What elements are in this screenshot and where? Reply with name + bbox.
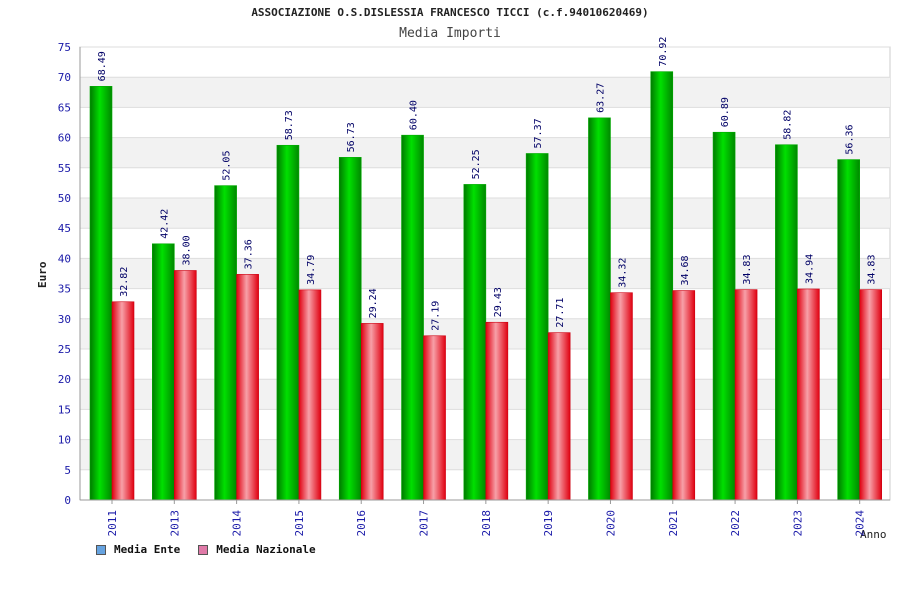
data-label-media-ente: 57.37 <box>533 118 544 148</box>
data-label-media-ente: 56.36 <box>845 124 856 154</box>
legend-item-media-nazionale: Media Nazionale <box>198 543 316 556</box>
bar-media-ente <box>712 131 736 501</box>
bar-media-ente <box>463 184 487 501</box>
y-tick-label: 25 <box>58 343 71 356</box>
bar-media-nazionale <box>859 289 882 501</box>
bar-media-nazionale <box>360 323 384 501</box>
x-tick-label: 2021 <box>667 510 680 537</box>
bar-media-ente <box>401 134 424 501</box>
bar-media-nazionale <box>298 289 322 501</box>
bar-media-nazionale <box>734 289 758 501</box>
y-tick-label: 15 <box>58 403 71 416</box>
y-tick-label: 35 <box>58 283 71 296</box>
grid-band <box>80 77 890 108</box>
bar-media-ente <box>525 153 549 501</box>
bar-media-nazionale <box>236 274 259 501</box>
y-tick-label: 30 <box>58 313 71 326</box>
x-tick-label: 2011 <box>106 510 119 537</box>
x-tick-label: 2018 <box>480 510 493 536</box>
data-label-media-ente: 60.40 <box>409 100 420 130</box>
data-label-media-nazionale: 29.43 <box>493 287 504 317</box>
data-label-media-nazionale: 34.79 <box>306 255 317 285</box>
legend-swatch-media-ente <box>96 544 106 555</box>
x-tick-label: 2024 <box>854 510 867 537</box>
x-tick-label: 2015 <box>293 510 306 537</box>
y-tick-label: 20 <box>58 373 71 386</box>
data-label-media-ente: 52.05 <box>222 151 233 181</box>
data-label-media-nazionale: 34.94 <box>804 254 815 284</box>
grid-band <box>80 137 890 168</box>
x-tick-label: 2022 <box>729 510 742 537</box>
y-tick-label: 75 <box>58 41 71 54</box>
data-label-media-nazionale: 34.83 <box>742 255 753 285</box>
x-tick-label: 2020 <box>604 510 617 537</box>
y-tick-label: 5 <box>64 464 71 477</box>
x-tick-label: 2019 <box>542 510 555 537</box>
legend-label-media-ente: Media Ente <box>114 543 181 556</box>
data-label-media-ente: 58.73 <box>284 110 295 140</box>
y-tick-label: 50 <box>58 192 71 205</box>
y-tick-label: 0 <box>64 494 71 507</box>
bar-media-ente <box>214 185 237 501</box>
data-label-media-ente: 63.27 <box>595 83 606 113</box>
data-label-media-nazionale: 38.00 <box>181 235 192 265</box>
legend: Media Ente Media Nazionale <box>96 543 316 556</box>
x-tick-label: 2013 <box>168 510 181 537</box>
x-tick-label: 2023 <box>791 510 804 537</box>
bar-media-ente <box>650 71 674 501</box>
bar-media-nazionale <box>797 288 820 501</box>
data-label-media-nazionale: 34.83 <box>867 255 878 285</box>
data-label-media-ente: 70.92 <box>658 37 669 67</box>
bar-media-ente <box>152 243 175 501</box>
y-tick-label: 70 <box>58 71 71 84</box>
bar-media-nazionale <box>672 290 696 501</box>
legend-item-media-ente: Media Ente <box>96 543 180 556</box>
data-label-media-ente: 52.25 <box>471 149 482 179</box>
y-tick-label: 40 <box>58 252 71 265</box>
bar-media-ente <box>775 144 798 501</box>
bar-media-nazionale <box>547 332 571 501</box>
y-tick-label: 10 <box>58 434 71 447</box>
data-label-media-nazionale: 27.19 <box>431 301 442 331</box>
data-label-media-nazionale: 32.82 <box>119 267 130 297</box>
legend-label-media-nazionale: Media Nazionale <box>216 543 316 556</box>
bar-media-ente <box>338 157 362 501</box>
data-label-media-ente: 42.42 <box>159 209 170 239</box>
chart-subtitle: Media Importi <box>399 26 501 41</box>
y-tick-label: 60 <box>58 132 71 145</box>
data-label-media-nazionale: 27.71 <box>555 298 566 328</box>
data-label-media-ente: 58.82 <box>782 110 793 140</box>
bar-media-nazionale <box>423 335 446 501</box>
chart-title: ASSOCIAZIONE O.S.DISLESSIA FRANCESCO TIC… <box>251 6 649 19</box>
bar-media-ente <box>837 159 860 501</box>
data-label-media-ente: 68.49 <box>97 51 108 81</box>
bar-media-ente <box>89 86 113 501</box>
data-label-media-ente: 60.89 <box>720 97 731 127</box>
data-label-media-nazionale: 34.32 <box>617 258 628 288</box>
bar-media-nazionale <box>111 301 135 501</box>
bar-media-ente <box>588 117 611 501</box>
data-label-media-nazionale: 34.68 <box>680 255 691 285</box>
bar-media-nazionale <box>174 270 197 501</box>
bar-media-nazionale <box>610 292 633 501</box>
y-tick-label: 55 <box>58 162 71 175</box>
data-label-media-nazionale: 29.24 <box>368 288 379 318</box>
y-tick-label: 65 <box>58 101 71 114</box>
x-axis-label: Anno <box>860 528 887 541</box>
x-tick-label: 2017 <box>418 510 431 537</box>
y-tick-label: 45 <box>58 222 71 235</box>
data-label-media-nazionale: 37.36 <box>244 239 255 269</box>
x-tick-label: 2016 <box>355 510 368 537</box>
bar-media-ente <box>276 144 300 501</box>
legend-swatch-media-nazionale <box>198 544 209 555</box>
data-label-media-ente: 56.73 <box>346 122 357 152</box>
x-tick-label: 2014 <box>231 510 244 537</box>
bar-media-nazionale <box>485 321 509 501</box>
